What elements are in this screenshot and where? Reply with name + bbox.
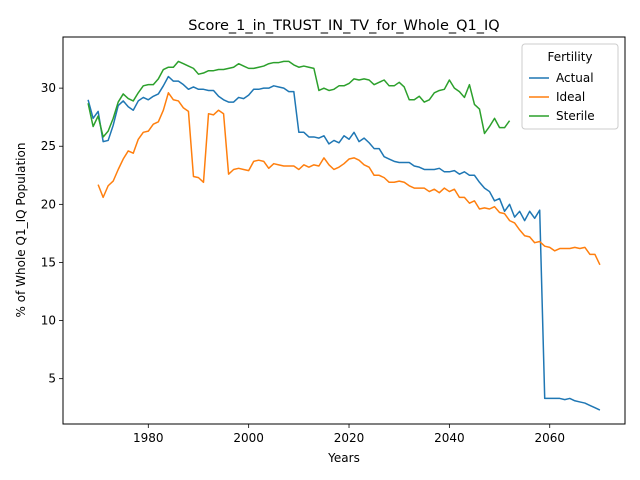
series-line-actual	[87, 75, 601, 411]
x-axis-ticks: 1980 2000 2020 2040 2060	[133, 424, 565, 445]
legend: Fertility Actual Ideal Sterile	[521, 43, 619, 130]
legend-box	[521, 43, 619, 130]
x-tick-label: 1980	[133, 431, 164, 445]
series-line-sterile	[87, 60, 511, 138]
legend-label-actual: Actual	[556, 71, 594, 85]
y-tick-label: 10	[41, 314, 56, 328]
x-tick-label: 2040	[434, 431, 465, 445]
y-axis-ticks: 5 10 15 20 25 30	[41, 81, 63, 386]
y-tick-label: 5	[48, 372, 56, 386]
x-axis-label: Years	[327, 451, 360, 465]
y-axis-label: % of Whole Q1_IQ Population	[14, 143, 28, 318]
x-tick-label: 2060	[534, 431, 565, 445]
y-tick-label: 30	[41, 81, 56, 95]
y-tick-label: 15	[41, 255, 56, 269]
chart-title: Score_1_in_TRUST_IN_TV_for_Whole_Q1_IQ	[188, 18, 499, 34]
series-lines	[87, 60, 601, 411]
legend-label-ideal: Ideal	[556, 90, 585, 104]
x-tick-label: 2020	[334, 431, 365, 445]
legend-title: Fertility	[547, 50, 592, 64]
y-tick-label: 20	[41, 197, 56, 211]
series-line-ideal	[97, 92, 601, 266]
x-tick-label: 2000	[233, 431, 264, 445]
plot-frame	[62, 36, 626, 425]
y-tick-label: 25	[41, 139, 56, 153]
legend-label-sterile: Sterile	[556, 109, 595, 123]
